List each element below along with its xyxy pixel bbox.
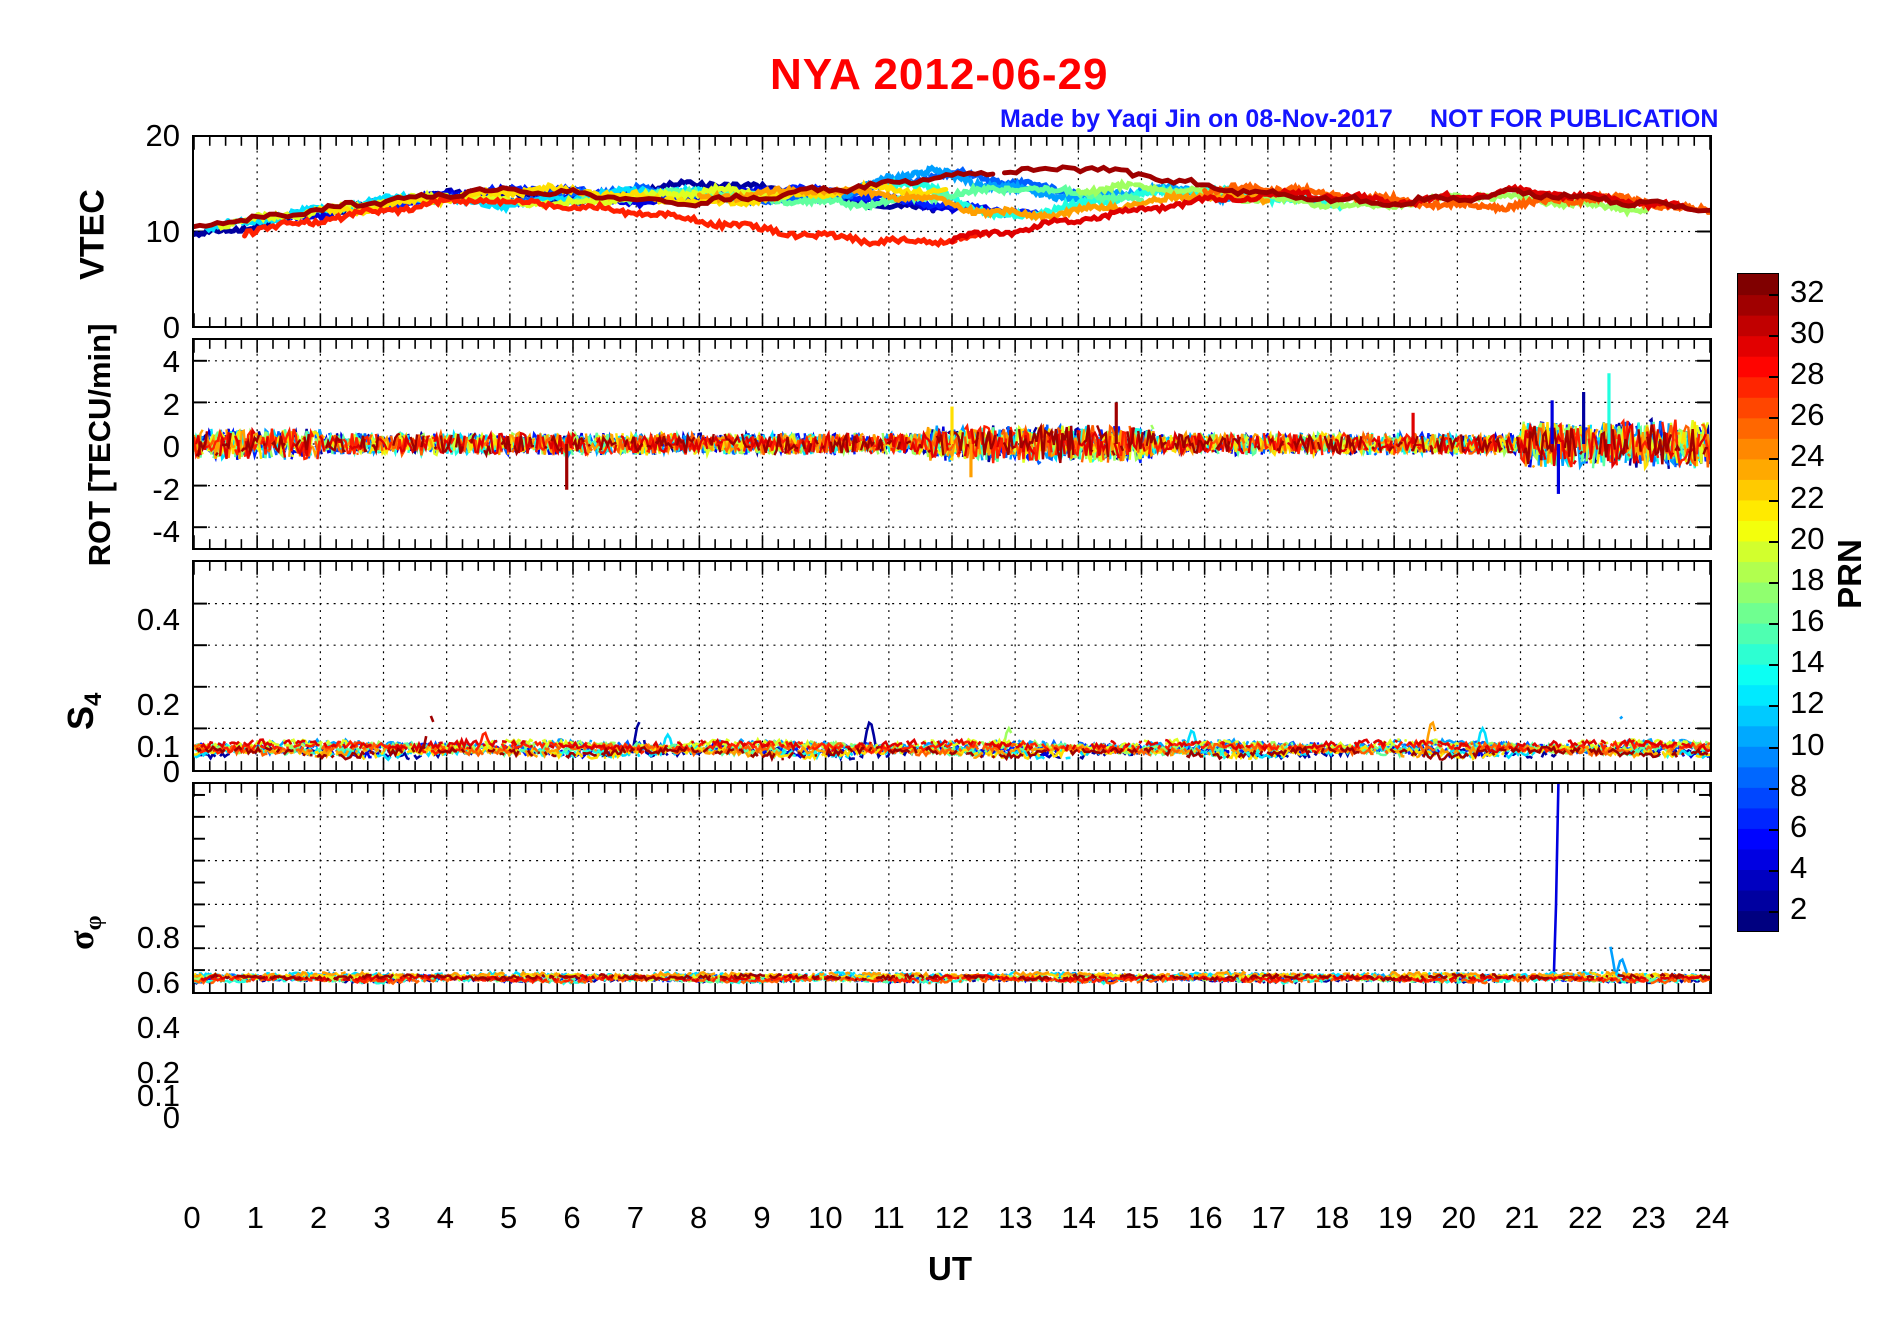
colorbar-tickmark-16 <box>1769 623 1779 626</box>
x-tick-8: 8 <box>690 1200 708 1235</box>
panel-s4 <box>192 560 1712 772</box>
rot-ytick-4: 4 <box>162 344 180 379</box>
colorbar-axis-label: PRN <box>1831 539 1868 609</box>
x-tick-2: 2 <box>310 1200 328 1235</box>
colorbar-tick-4: 4 <box>1790 850 1808 886</box>
panel-sigma-phi <box>192 782 1712 994</box>
x-tick-21: 21 <box>1504 1200 1540 1235</box>
x-tick-13: 13 <box>998 1200 1033 1235</box>
s4-ytick-0: 0 <box>162 754 180 789</box>
colorbar-tick-16: 16 <box>1790 603 1825 639</box>
rot-ytick-2: 2 <box>162 387 180 422</box>
sig-ytick-0.4: 0.4 <box>136 1010 180 1045</box>
colorbar-tick-10: 10 <box>1790 726 1825 762</box>
colorbar-tick-12: 12 <box>1790 685 1825 721</box>
colorbar-tickmark-24 <box>1769 458 1779 461</box>
x-tick-17: 17 <box>1251 1200 1286 1235</box>
colorbar-tick-6: 6 <box>1790 809 1808 845</box>
colorbar-tickmark-26 <box>1769 417 1779 420</box>
colorbar-tick-2: 2 <box>1790 891 1808 927</box>
x-axis-label: UT <box>928 1250 972 1287</box>
vtec-ytick-0: 0 <box>162 310 180 345</box>
colorbar-tickmark-22 <box>1769 499 1779 502</box>
sig-ytick-0.1: 0.1 <box>136 1078 180 1113</box>
sigma-phi-plot-area <box>194 784 1710 992</box>
rot-ytick-0: 0 <box>162 429 180 464</box>
sig-ytick-0.6: 0.6 <box>136 965 180 1000</box>
sig-ytick-0.2: 0.2 <box>136 1055 180 1090</box>
page-title: NYA 2012-06-29 <box>770 50 1109 99</box>
vtec-plot-area <box>194 137 1710 326</box>
colorbar-tick-32: 32 <box>1790 273 1825 309</box>
colorbar-tickmark-20 <box>1769 540 1779 543</box>
colorbar-tickmark-30 <box>1769 334 1779 337</box>
s4-ytick-0.2: 0.2 <box>136 687 180 722</box>
x-tick-4: 4 <box>436 1200 454 1235</box>
x-tick-14: 14 <box>1061 1200 1096 1235</box>
colorbar-prn <box>1737 273 1779 932</box>
x-tick-23: 23 <box>1631 1200 1666 1235</box>
s4-ytick-0.4: 0.4 <box>136 602 180 637</box>
x-tick-20: 20 <box>1441 1200 1476 1235</box>
colorbar-tickmark-28 <box>1769 375 1779 378</box>
colorbar-tick-20: 20 <box>1790 520 1825 556</box>
x-tick-9: 9 <box>753 1200 771 1235</box>
author-credit: Made by Yaqi Jin on 08-Nov-2017 <box>1000 105 1393 133</box>
x-tick-18: 18 <box>1314 1200 1350 1235</box>
sig-ytick-0: 0 <box>162 1100 180 1135</box>
colorbar-tickmark-6 <box>1769 829 1779 832</box>
x-tick-16: 16 <box>1188 1200 1223 1235</box>
sig-ytick-0.8: 0.8 <box>136 920 180 955</box>
colorbar-tick-24: 24 <box>1790 438 1825 474</box>
colorbar-tick-28: 28 <box>1790 355 1825 391</box>
x-tick-1: 1 <box>246 1200 264 1235</box>
colorbar-tickmark-4 <box>1769 870 1779 873</box>
rot-plot-area <box>194 340 1710 548</box>
rot-ytick-m2: -2 <box>152 472 180 507</box>
panel-rot <box>192 338 1712 550</box>
x-tick-22: 22 <box>1568 1200 1603 1235</box>
s4-ytick-0.1: 0.1 <box>136 729 180 764</box>
colorbar-tickmark-8 <box>1769 787 1779 790</box>
x-tick-19: 19 <box>1378 1200 1413 1235</box>
x-tick-5: 5 <box>500 1200 518 1235</box>
rot-ytick-m4: -4 <box>152 514 180 549</box>
x-tick-3: 3 <box>373 1200 391 1235</box>
colorbar-tick-8: 8 <box>1790 767 1808 803</box>
x-tick-6: 6 <box>563 1200 581 1235</box>
vtec-ytick-20: 20 <box>145 118 180 153</box>
x-tick-0: 0 <box>183 1200 201 1235</box>
s4-plot-area <box>194 562 1710 770</box>
panel-vtec <box>192 135 1712 328</box>
colorbar-tick-14: 14 <box>1790 644 1825 680</box>
colorbar-tickmark-12 <box>1769 705 1779 708</box>
x-tick-10: 10 <box>808 1200 843 1235</box>
x-tick-11: 11 <box>872 1200 905 1235</box>
x-tick-15: 15 <box>1124 1200 1160 1235</box>
colorbar-tick-30: 30 <box>1790 314 1825 350</box>
colorbar-tickmark-32 <box>1769 293 1779 296</box>
colorbar-tickmark-10 <box>1769 746 1779 749</box>
vtec-ytick-10: 10 <box>145 214 180 249</box>
colorbar-tick-22: 22 <box>1790 479 1825 515</box>
colorbar-tickmark-2 <box>1769 911 1779 914</box>
colorbar-tickmark-14 <box>1769 664 1779 667</box>
colorbar-tick-18: 18 <box>1790 561 1825 597</box>
colorbar-tick-26: 26 <box>1790 397 1825 433</box>
colorbar-tickmark-18 <box>1769 581 1779 584</box>
publication-disclaimer: NOT FOR PUBLICATION <box>1430 105 1719 133</box>
x-tick-12: 12 <box>934 1200 970 1235</box>
x-tick-24: 24 <box>1694 1200 1730 1235</box>
colorbar-gradient <box>1738 274 1778 931</box>
x-tick-7: 7 <box>626 1200 644 1235</box>
